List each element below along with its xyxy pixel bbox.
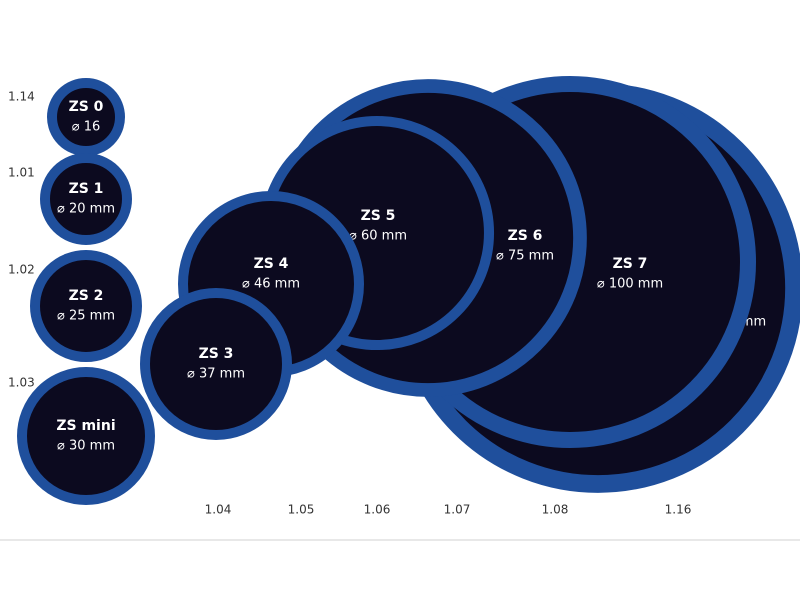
- code-label: 1.05: [288, 503, 315, 517]
- code-label: 1.04: [205, 503, 232, 517]
- code-label: 1.01: [8, 166, 35, 180]
- patch-name: ZS mini: [56, 418, 115, 434]
- patch: [40, 153, 132, 245]
- patch: [17, 367, 155, 505]
- patch-name: ZS 2: [69, 288, 104, 304]
- patch: [140, 288, 292, 440]
- code-label: 1.06: [364, 503, 391, 517]
- patch-name: ZS 6: [508, 228, 543, 244]
- patch-size: ⌀ 16: [72, 120, 101, 135]
- code-label: 1.14: [8, 90, 35, 104]
- patch-size: ⌀ 75 mm: [496, 249, 554, 264]
- code-label: 1.02: [8, 263, 35, 277]
- code-label: 1.03: [8, 376, 35, 390]
- patch-size: ⌀ 46 mm: [242, 277, 300, 292]
- patch-name: ZS 1: [69, 181, 104, 197]
- code-label: 1.16: [665, 503, 692, 517]
- patch-size: ⌀ 100 mm: [597, 277, 663, 292]
- patch-size: ⌀ 37 mm: [187, 367, 245, 382]
- patch-size: ⌀ 25 mm: [57, 309, 115, 324]
- patch: [30, 250, 142, 362]
- patch-size: ⌀ 20 mm: [57, 202, 115, 217]
- patch-name: ZS 0: [69, 99, 104, 115]
- patch-name: ZS 7: [613, 256, 648, 272]
- patch-name: ZS 5: [361, 208, 396, 224]
- patch-name: ZS 4: [254, 256, 289, 272]
- patch: [47, 78, 125, 156]
- code-label: 1.07: [444, 503, 471, 517]
- code-label: 1.08: [542, 503, 569, 517]
- patch-size: ⌀ 30 mm: [57, 439, 115, 454]
- patch-name: ZS 3: [199, 346, 234, 362]
- patch-size: ⌀ 60 mm: [349, 229, 407, 244]
